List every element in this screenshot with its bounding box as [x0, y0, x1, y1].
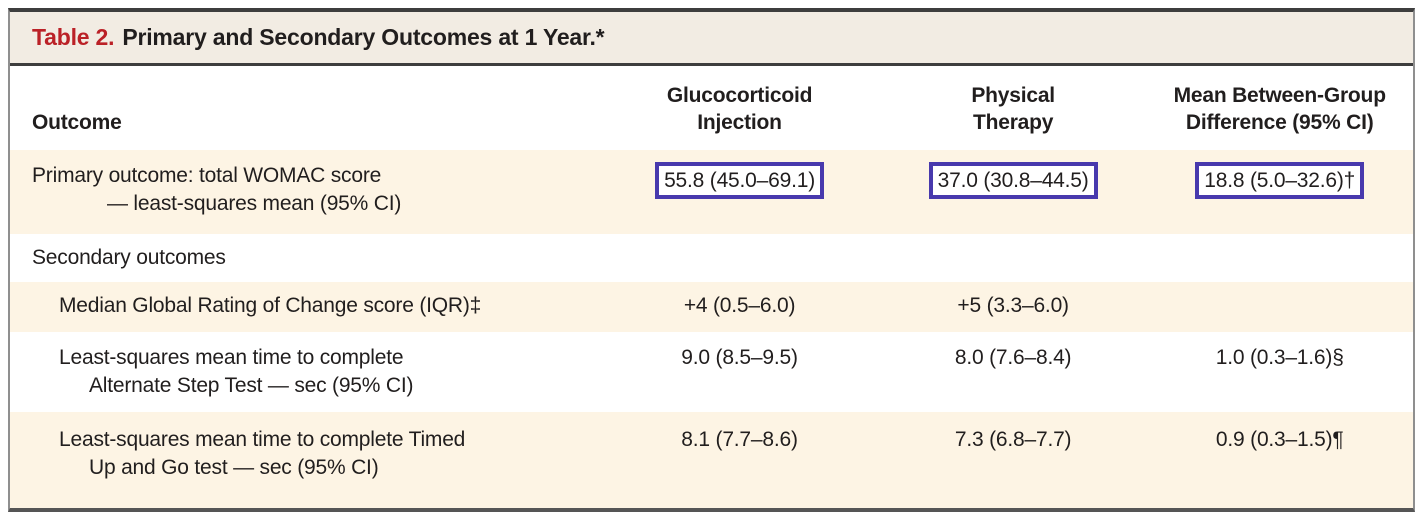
column-header-outcome: Outcome: [10, 66, 600, 150]
outcomes-table: Outcome Glucocorticoid Injection Physica…: [10, 66, 1413, 508]
table-row-alternate-step-test: Least-squares mean time to complete Alte…: [10, 332, 1413, 412]
table-row-global-rating: Median Global Rating of Change score (IQ…: [10, 282, 1413, 332]
column-header-glucocorticoid-injection: Glucocorticoid Injection: [599, 66, 880, 150]
value-cell-glucocorticoid: 9.0 (8.5–9.5): [681, 346, 798, 369]
table-row-secondary-outcomes-section: Secondary outcomes: [10, 234, 1413, 282]
value-cell-glucocorticoid: [599, 234, 880, 282]
value-cell-difference: [1146, 234, 1413, 282]
table-number: Table 2.: [32, 24, 115, 50]
value-cell-physical-therapy: +5 (3.3–6.0): [879, 282, 1147, 332]
value-cell-physical-therapy: 37.0 (30.8–44.5): [879, 150, 1147, 234]
value-cell-difference: 0.9 (0.3–1.5)¶: [1146, 412, 1413, 508]
highlight-box: 37.0 (30.8–44.5): [928, 162, 1098, 199]
outcome-cell: Least-squares mean time to complete Time…: [10, 412, 600, 508]
column-header-physical-therapy: Physical Therapy: [879, 66, 1147, 150]
value-cell-glucocorticoid: 55.8 (45.0–69.1): [599, 150, 880, 234]
section-header-cell: Secondary outcomes: [32, 246, 226, 269]
value-cell-physical-therapy: 8.0 (7.6–8.4): [954, 346, 1072, 369]
header-row: Outcome Glucocorticoid Injection Physica…: [10, 66, 1413, 150]
value-cell-difference: [1146, 282, 1413, 332]
table-row-timed-up-and-go: Least-squares mean time to complete Time…: [10, 412, 1413, 508]
column-header-mean-difference: Mean Between-Group Difference (95% CI): [1146, 66, 1413, 150]
value-cell-glucocorticoid: +4 (0.5–6.0): [599, 282, 880, 332]
outcomes-table-frame: Table 2. Primary and Secondary Outcomes a…: [8, 8, 1415, 512]
outcome-cell: Median Global Rating of Change score (IQ…: [10, 282, 600, 332]
outcome-cell: Primary outcome: total WOMAC score — lea…: [10, 150, 600, 234]
value-cell-physical-therapy: [880, 234, 1147, 282]
value-cell-difference: 18.8 (5.0–32.6)†: [1146, 150, 1413, 234]
outcome-cell: Least-squares mean time to complete Alte…: [59, 346, 414, 397]
highlight-box: 18.8 (5.0–32.6)†: [1195, 162, 1365, 199]
value-cell-difference: 1.0 (0.3–1.6)§: [1215, 346, 1344, 369]
value-cell-glucocorticoid: 8.1 (7.7–8.6): [599, 412, 880, 508]
value-cell-physical-therapy: 7.3 (6.8–7.7): [879, 412, 1147, 508]
table-row-primary-outcome: Primary outcome: total WOMAC score — lea…: [10, 150, 1413, 234]
table-title-bar: Table 2. Primary and Secondary Outcomes a…: [10, 12, 1413, 66]
highlight-box: 55.8 (45.0–69.1): [655, 162, 824, 199]
table-title: Primary and Secondary Outcomes at 1 Year…: [122, 24, 605, 50]
